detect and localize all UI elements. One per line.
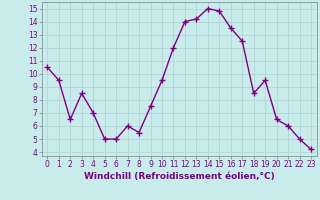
X-axis label: Windchill (Refroidissement éolien,°C): Windchill (Refroidissement éolien,°C)	[84, 172, 275, 181]
